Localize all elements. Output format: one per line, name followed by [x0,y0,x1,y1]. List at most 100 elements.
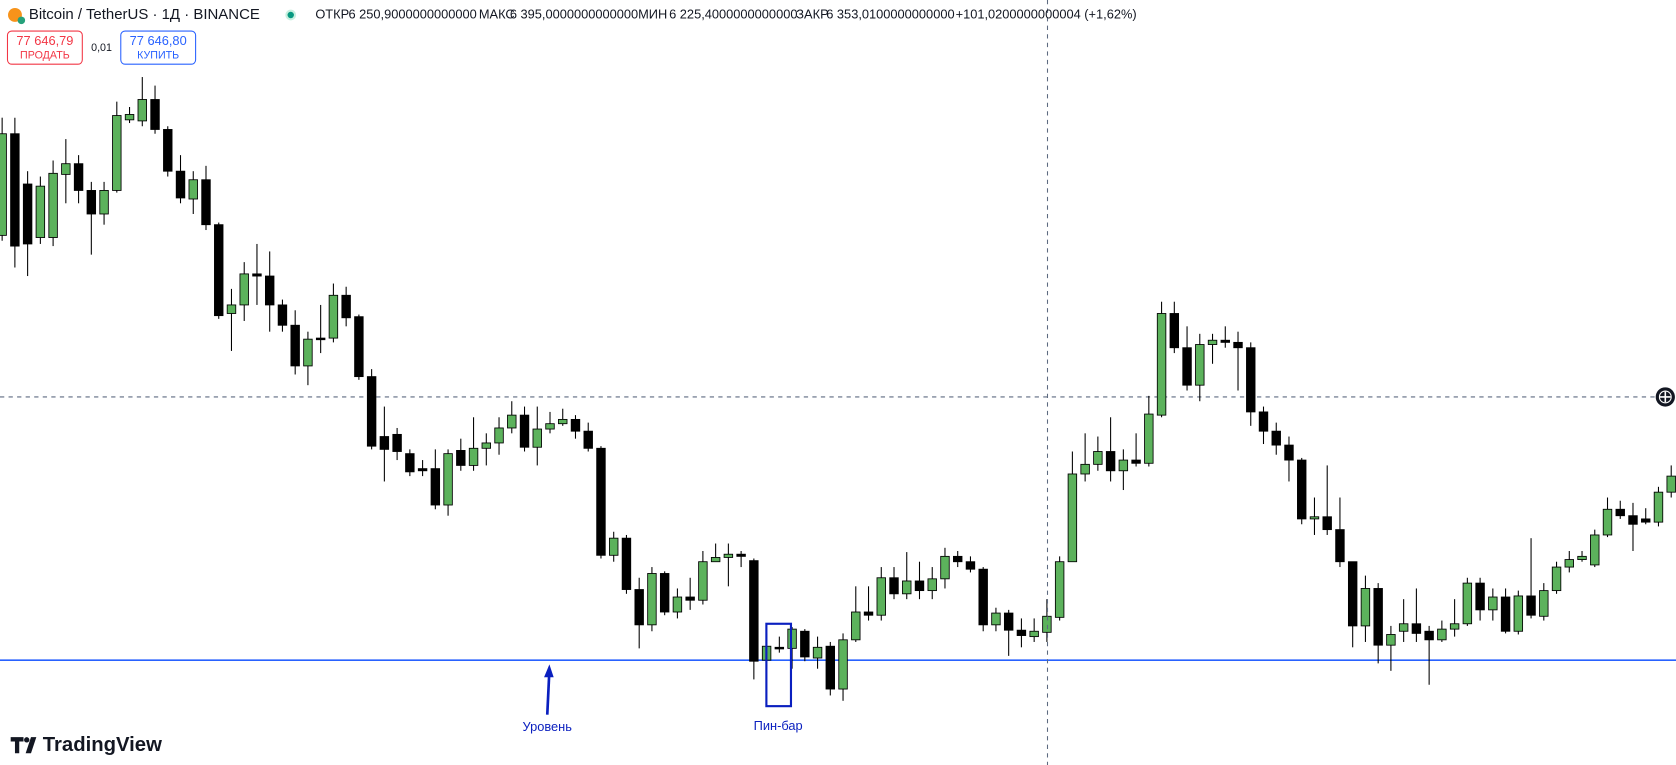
candle-body [1398,623,1409,632]
ohlc-value: 6 250,9000000000000 [348,6,476,21]
candle-body [0,133,7,236]
candle-body [1475,582,1485,611]
candle-body [1220,339,1230,343]
candle-body [1615,508,1625,517]
quote-logo [17,16,26,25]
candle-body [1437,628,1447,641]
candle-body [1386,634,1396,646]
candle-body [889,577,899,595]
candle-body [570,418,581,432]
candle-body [226,304,237,314]
candle-body [902,580,912,595]
candle-body [290,324,300,367]
candle-body [1628,515,1638,525]
candle-body [672,596,683,613]
candle-body [264,275,275,306]
status-dot [287,11,294,19]
candle-body [876,577,886,616]
candle-body [303,338,313,367]
level-arrow-head [544,664,554,678]
candle-body [1246,347,1256,413]
candle-body [1258,411,1269,432]
candle-body [124,114,135,121]
candle-body [940,555,950,580]
pattern-box [765,622,793,708]
candle-body [1322,516,1332,531]
candle-body [1539,590,1549,617]
candle-body [953,555,963,563]
candle-body [532,428,542,448]
candle-body [1118,459,1129,472]
candle-body [1577,555,1587,561]
candle-body [366,376,377,447]
candle-body [252,273,262,277]
sell-button[interactable] [6,30,83,65]
candle-body [86,190,97,215]
ohlc-value: 6 395,0000000000000 [510,6,638,21]
sell-label: ПРОДАТЬ [20,49,70,61]
candle-body [112,115,122,191]
candle-body [10,133,20,247]
buy-button[interactable] [120,30,197,65]
candle-body [405,453,415,473]
candle-body [494,427,504,444]
candle-body [787,628,797,649]
candle-body [1347,561,1358,627]
candle-body [137,99,147,122]
brand-logo-dot [24,737,30,743]
candle-body [481,442,491,449]
candle-body [507,414,517,429]
candle-body [736,553,746,557]
candle-body [468,447,479,466]
candle-body [35,185,46,238]
candles [0,77,1676,701]
candle-body [73,163,84,191]
ohlc-value: 6 225,4000000000000 [669,6,797,21]
candle-body [1360,588,1371,627]
candle-body [214,224,224,317]
candle-body [1309,516,1320,520]
candle-body [825,645,836,690]
sell-price: 77 646,79 [16,33,73,48]
candle-body [1641,518,1651,523]
candle-body [685,596,695,601]
candle-body [22,183,33,245]
candle-body [1488,596,1498,611]
candle-body [1653,491,1664,523]
symbol-title[interactable]: Bitcoin / TetherUS · 1Д · BINANCE [29,6,260,23]
candle-body [417,468,428,472]
candle-body [863,611,874,616]
candle-body [621,537,632,590]
candle-body [1144,413,1154,464]
candle-body [239,273,249,306]
candle-body [61,163,71,175]
candle-body [519,414,530,448]
candle-body [1156,313,1167,416]
candle-body [99,190,109,215]
candle-body [392,433,402,452]
ohlc-label: МИН [638,6,667,21]
candle-body [1449,623,1460,630]
candle-body [1093,451,1103,465]
candle-body [1271,430,1281,446]
candle-body [48,172,58,238]
candle-body [354,316,364,378]
candle-body [609,537,619,556]
candle-body [698,561,708,601]
candle-body [1067,473,1078,563]
candle-body [545,423,555,430]
candle-body [1462,582,1473,625]
candle-body [1500,596,1511,632]
candle-body [1131,459,1141,464]
candle-body [1666,475,1676,493]
pattern-label: Пин-бар [754,718,803,733]
candle-body [558,418,568,425]
buy-label: КУПИТЬ [137,49,179,61]
candle-body [1195,344,1205,386]
candle-body [659,573,670,613]
candle-body [163,129,173,172]
candle-body [188,179,198,200]
candle-body [1513,595,1524,632]
add-icon [1659,391,1671,403]
